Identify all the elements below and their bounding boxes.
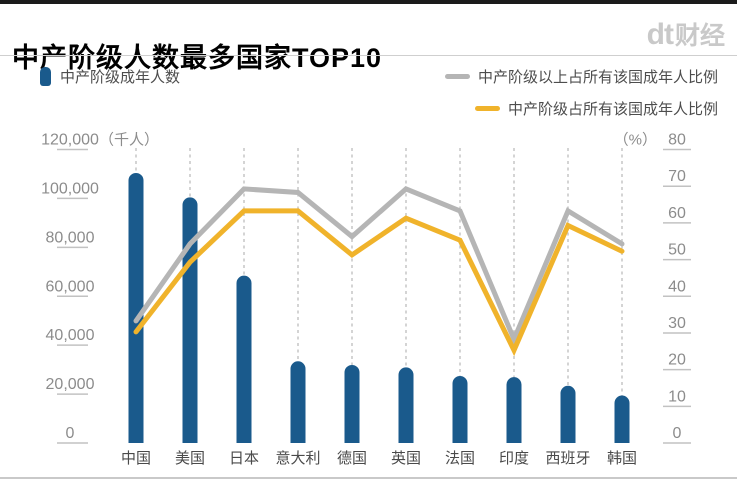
bar-德国 xyxy=(344,364,360,443)
logo-dt-text: dt xyxy=(646,18,674,51)
header-divider xyxy=(0,55,737,56)
category-label: 中国 xyxy=(121,450,151,467)
bar-legend-swatch xyxy=(40,67,51,86)
legend-line-items: 中产阶级以上占所有该国成年人比例 中产阶级占所有该国成年人比例 xyxy=(444,66,718,119)
right-tick-label: 70 xyxy=(668,168,686,185)
category-label: 德国 xyxy=(337,449,367,467)
combo-chart: 120,000 100,000 80,000 60,000 40,000 20,000 0 （… xyxy=(41,132,691,467)
right-tick-label: 80 xyxy=(668,132,686,149)
left-tick-label: 80,000 xyxy=(46,229,95,246)
right-tick-label: 0 xyxy=(673,425,682,442)
yellow-ratio-line xyxy=(133,208,625,357)
left-tick-label: 0 xyxy=(66,425,75,442)
legend-bar-item: 中产阶级成年人数 xyxy=(40,66,180,87)
bar-韩国 xyxy=(614,395,630,443)
page-title: 中产阶级人数最多国家TOP10 xyxy=(12,43,383,74)
gray-line-swatch xyxy=(444,74,470,79)
category-label: 印度 xyxy=(499,450,529,467)
yellow-line-label: 中产阶级占所有该国成年人比例 xyxy=(507,101,718,118)
category-label: 意大利 xyxy=(275,449,320,467)
left-tick-label: 60,000 xyxy=(46,278,95,295)
legend-gray-item: 中产阶级以上占所有该国成年人比例 xyxy=(444,66,718,87)
top-accent-bar xyxy=(0,0,737,4)
category-label: 美国 xyxy=(175,450,205,467)
dt-finance-logo: dt财经 xyxy=(647,16,725,52)
bar-美国 xyxy=(182,197,198,443)
gray-ratio-line xyxy=(133,185,625,346)
bar-日本 xyxy=(236,275,252,443)
left-tick-label: 20,000 xyxy=(46,376,95,393)
right-tick-label: 10 xyxy=(668,388,686,405)
category-label: 英国 xyxy=(391,449,421,467)
right-tick-label: 20 xyxy=(668,352,686,369)
bar-西班牙 xyxy=(560,385,576,443)
bar-印度 xyxy=(506,377,522,443)
gray-line-label: 中产阶级以上占所有该国成年人比例 xyxy=(477,69,718,86)
legend-yellow-item: 中产阶级占所有该国成年人比例 xyxy=(474,98,718,119)
right-axis-unit: （%） xyxy=(614,132,657,149)
bottom-divider xyxy=(0,477,737,479)
bar-法国 xyxy=(452,375,468,443)
right-tick-label: 40 xyxy=(668,278,686,295)
bar-意大利 xyxy=(290,361,306,443)
left-tick-label: 100,000 xyxy=(41,180,99,197)
left-tick-label: 40,000 xyxy=(46,327,95,344)
right-tick-label: 30 xyxy=(668,315,686,332)
right-tick-label: 50 xyxy=(668,242,686,259)
bar-legend-label: 中产阶级成年人数 xyxy=(60,69,181,86)
bar-英国 xyxy=(398,367,414,443)
category-label: 西班牙 xyxy=(545,450,590,467)
right-tick-label: 60 xyxy=(668,205,686,222)
left-axis-unit: （千人） xyxy=(99,132,159,149)
left-tick-label: 120,000 xyxy=(41,132,99,149)
bar-中国 xyxy=(128,172,144,443)
logo-cn-text: 财经 xyxy=(674,22,725,50)
category-label: 法国 xyxy=(445,450,475,467)
category-label: 韩国 xyxy=(607,450,637,467)
category-label: 日本 xyxy=(229,450,259,467)
yellow-line-swatch xyxy=(474,106,500,111)
